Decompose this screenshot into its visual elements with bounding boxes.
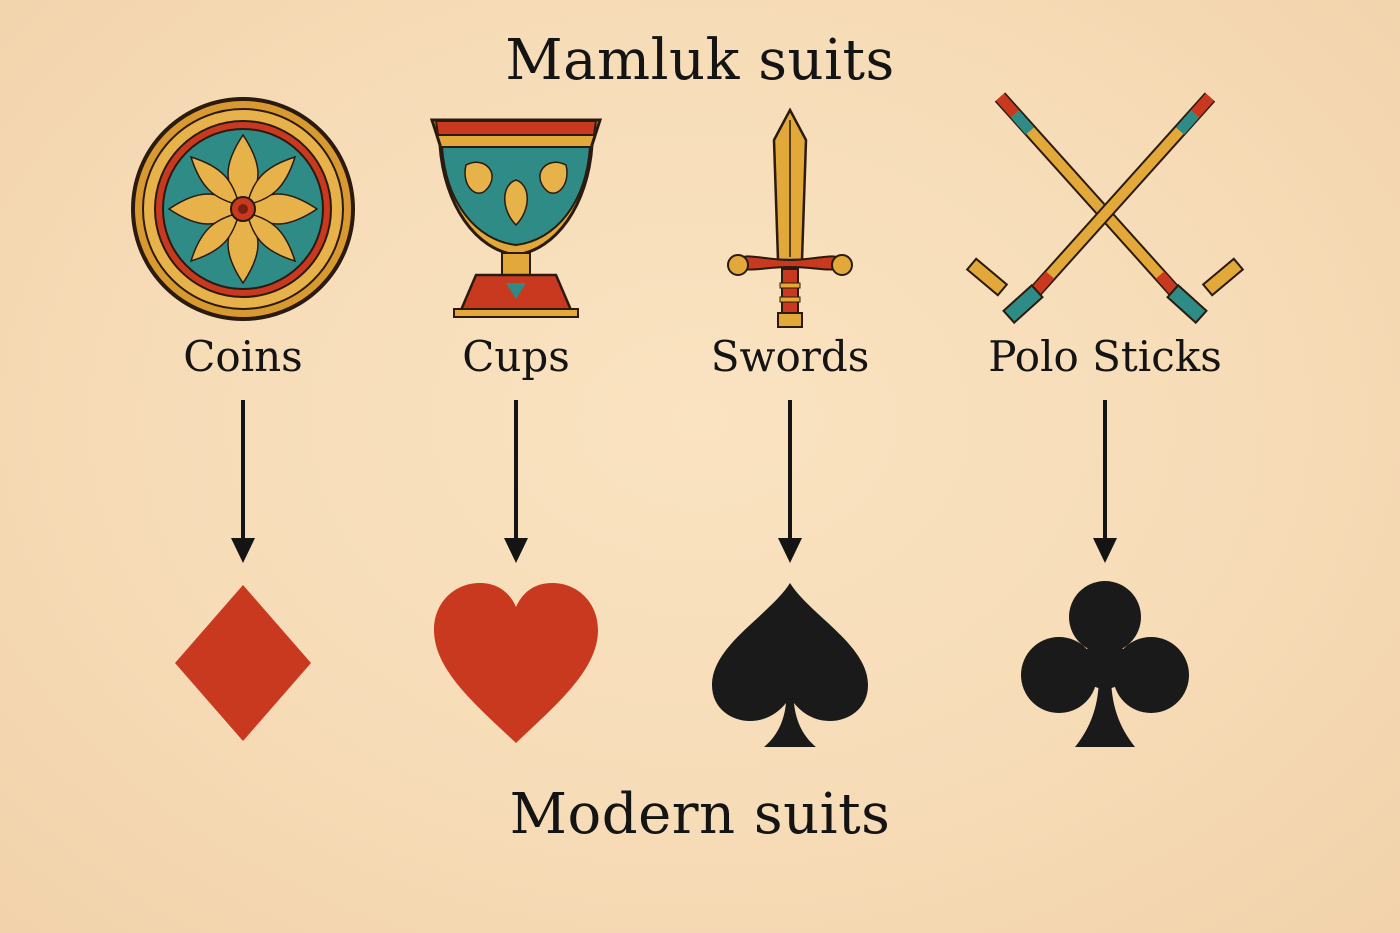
sword-icon: [727, 107, 853, 328]
label-cups: Cups: [462, 332, 570, 381]
column-polo-sticks: Polo Sticks: [955, 0, 1255, 933]
column-cups: Cups: [366, 0, 666, 933]
arrow-down-icon: [778, 400, 802, 563]
column-coins: Coins: [93, 0, 393, 933]
arrow-down-icon: [231, 400, 255, 563]
column-swords: Swords: [640, 0, 940, 933]
label-coins: Coins: [183, 332, 303, 381]
mamluk-suits-title: Mamluk suits: [505, 28, 895, 93]
coin-icon: [131, 97, 355, 321]
diamond-icon: [175, 585, 311, 741]
label-swords: Swords: [710, 332, 870, 381]
cup-icon: [429, 118, 603, 318]
arrow-down-icon: [1093, 400, 1117, 563]
club-icon: [1021, 581, 1189, 747]
spade-icon: [712, 583, 868, 747]
polo-sticks-icon: [965, 92, 1245, 325]
heart-icon: [434, 583, 598, 743]
arrow-down-icon: [504, 400, 528, 563]
label-polo-sticks: Polo Sticks: [988, 332, 1222, 381]
modern-suits-title: Modern suits: [509, 782, 891, 847]
